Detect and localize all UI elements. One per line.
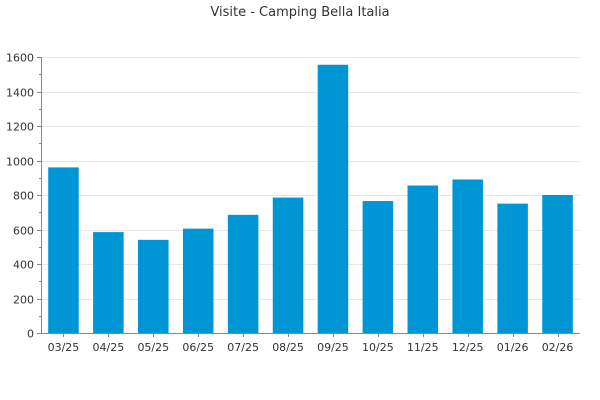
y-axis-ticks: 0 200 400 600 800 1000 1200 1400 1600 [6,52,41,341]
axes [41,57,580,334]
bar-03-25 [48,167,79,333]
bar-01-26 [497,203,528,333]
y-tick-label-200: 200 [13,294,34,307]
bar-02-26 [542,195,573,333]
bar-05-25 [138,239,169,333]
chart-title: Visite - Camping Bella Italia [210,5,389,20]
x-tick-label-11-25: 11/25 [407,341,439,354]
x-tick-label-04-25: 04/25 [93,341,125,354]
x-tick-label-12-25: 12/25 [452,341,484,354]
y-tick-label-1200: 1200 [6,121,34,134]
y-tick-label-1400: 1400 [6,87,34,100]
y-tick-label-1600: 1600 [6,52,34,65]
y-tick-label-600: 600 [13,225,34,238]
bar-07-25 [227,214,259,333]
y-tick-label-1000: 1000 [6,156,34,169]
y-tick-label-800: 800 [13,190,34,203]
gridlines [41,57,580,300]
bar-06-25 [182,228,214,333]
bars [48,64,573,333]
x-tick-label-08-25: 08/25 [272,341,304,354]
bar-11-25 [407,185,439,333]
x-tick-label-02-26: 02/26 [542,341,574,354]
y-tick-label-400: 400 [13,259,34,272]
x-tick-label-01-26: 01/26 [497,341,529,354]
x-axis-ticks: 03/25 04/25 05/25 06/25 07/25 08/25 09/25 10/25… [48,333,574,354]
bar-04-25 [93,232,124,333]
bar-08-25 [272,197,304,333]
x-tick-label-06-25: 06/25 [182,341,214,354]
bar-10-25 [362,201,394,333]
x-tick-label-05-25: 05/25 [137,341,169,354]
x-tick-label-07-25: 07/25 [227,341,259,354]
bar-09-25 [317,64,349,333]
bar-12-25 [452,179,483,333]
y-tick-label-0: 0 [27,328,34,341]
x-tick-label-10-25: 10/25 [362,341,394,354]
x-tick-label-03-25: 03/25 [48,341,80,354]
x-tick-label-09-25: 09/25 [317,341,349,354]
